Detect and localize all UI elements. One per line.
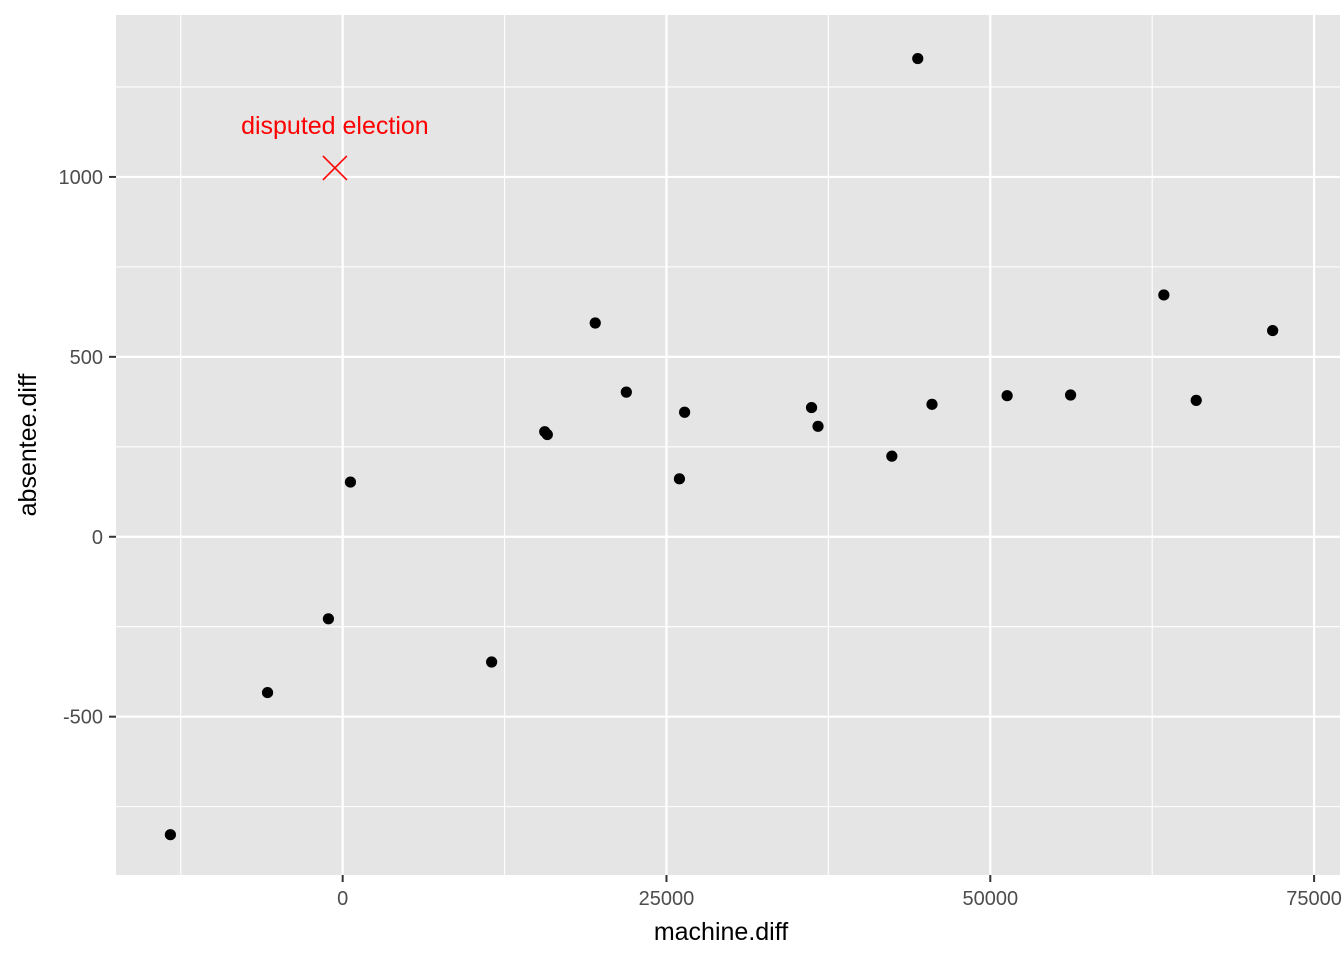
data-point xyxy=(812,420,824,432)
x-tick-label: 75000 xyxy=(1286,888,1342,910)
data-point xyxy=(886,450,898,462)
y-axis-title: absentee.diff xyxy=(14,374,42,517)
data-point xyxy=(1190,394,1202,406)
y-tick-label: -500 xyxy=(63,707,103,729)
plot-panel xyxy=(116,15,1340,875)
data-point xyxy=(1267,324,1279,337)
y-tick-label: 500 xyxy=(70,347,103,369)
highlight-marker-stroke xyxy=(322,155,348,181)
data-point xyxy=(541,428,553,441)
x-axis-ticks: 0 25000 50000 75000 xyxy=(337,875,1342,910)
x-tick-label: 50000 xyxy=(962,888,1018,910)
data-point xyxy=(344,476,357,488)
y-tick-label: 1000 xyxy=(59,167,104,189)
data-point xyxy=(679,406,691,418)
data-point xyxy=(926,398,938,410)
data-point xyxy=(620,386,632,398)
highlight-group: disputed election xyxy=(241,112,429,181)
x-tick-label: 25000 xyxy=(639,888,695,910)
data-point xyxy=(805,401,818,414)
data-point xyxy=(1001,390,1013,402)
data-point xyxy=(912,52,924,65)
data-points xyxy=(164,52,1279,841)
data-point xyxy=(1158,289,1170,301)
data-point xyxy=(486,656,498,668)
data-point xyxy=(673,473,686,485)
data-point xyxy=(164,829,176,841)
highlight-label: disputed election xyxy=(241,112,429,140)
y-axis-ticks: -500 0 500 1000 xyxy=(59,167,116,729)
data-point xyxy=(261,686,274,699)
data-point xyxy=(322,613,335,625)
data-point xyxy=(589,317,601,329)
x-axis-title: machine.diff xyxy=(654,918,788,946)
x-tick-label: 0 xyxy=(337,888,348,910)
minor-grid xyxy=(116,15,1340,875)
data-point xyxy=(1064,389,1077,401)
y-tick-label: 0 xyxy=(92,527,103,549)
major-grid xyxy=(116,15,1340,875)
